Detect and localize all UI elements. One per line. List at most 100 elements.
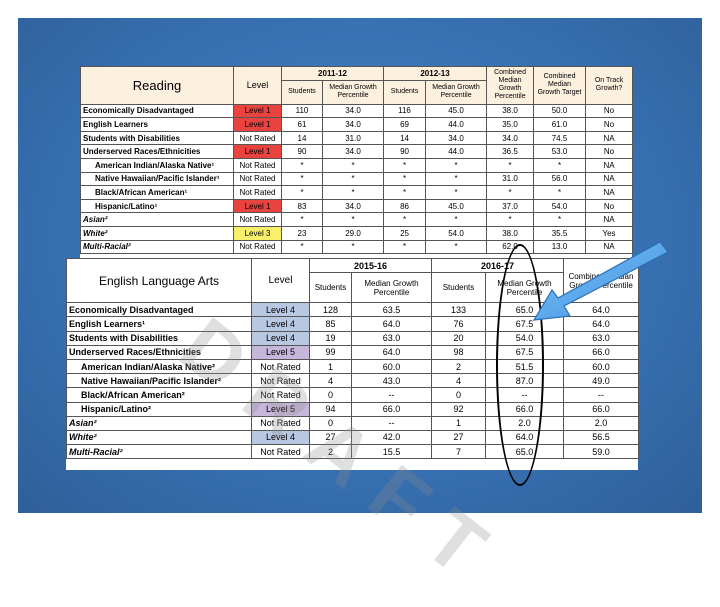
ela-cell-comb: 63.0 — [563, 330, 639, 346]
reading-cell-cmgp: 38.0 — [486, 225, 535, 241]
reading-table-row: Black/African American¹ Not Rated * * * * * * NA — [80, 185, 634, 200]
reading-cell-s2: 25 — [383, 225, 427, 241]
ela-table-row: Students with Disabilities Level 4 19 63.0 2… — [66, 330, 639, 346]
reading-cell-cmgp: * — [486, 212, 535, 227]
reading-cell-track: No — [585, 198, 634, 214]
ela-row-label: White² — [66, 429, 252, 446]
reading-cell-track: NA — [585, 171, 634, 187]
ela-table-row: Black/African American² Not Rated 0 -- 0 -- -- — [66, 387, 639, 403]
ela-cell-s1: 85 — [309, 316, 352, 332]
ela-row-label: Black/African American² — [66, 387, 252, 403]
reading-cell-m2: 45.0 — [425, 198, 488, 214]
reading-cell-m2: * — [425, 157, 488, 173]
ela-cell-s2: 92 — [431, 401, 486, 417]
reading-cell-s1: 110 — [281, 103, 323, 119]
ela-cell-comb: 49.0 — [563, 373, 639, 389]
reading-cell-s1: * — [281, 157, 323, 173]
reading-row-level: Level 1 — [233, 198, 282, 214]
ela-cell-s2: 4 — [431, 373, 486, 389]
reading-cell-target: 50.0 — [533, 103, 587, 119]
reading-cell-target: 54.0 — [533, 198, 587, 214]
reading-cell-m2: 44.0 — [425, 144, 488, 159]
ela-table-row: Asian² Not Rated 0 -- 1 2.0 2.0 — [66, 415, 639, 431]
reading-cell-s2: * — [383, 212, 427, 227]
reading-table-row: American Indian/Alaska Native¹ Not Rated *… — [80, 157, 634, 173]
reading-row-label: Asian² — [80, 212, 234, 227]
ela-cell-s1: 94 — [309, 401, 352, 417]
reading-cell-cmgp: 31.0 — [486, 171, 535, 187]
reading-students-header-2: Students — [383, 79, 427, 105]
reading-table-row: Hispanic/Latino¹ Level 1 83 34.0 86 45.0 37.0 5… — [80, 198, 634, 214]
reading-row-level: Not Rated — [233, 185, 282, 200]
reading-cell-target: 74.5 — [533, 130, 587, 146]
ela-cell-s2: 133 — [431, 302, 486, 318]
ela-cell-m1: 43.0 — [351, 373, 432, 389]
reading-cell-track: No — [585, 103, 634, 119]
reading-cell-cmgp: 34.0 — [486, 130, 535, 146]
reading-on-track-header: On Track Growth? — [585, 66, 634, 105]
ela-table-row: Multi-Racial² Not Rated 2 15.5 7 65.0 59.0 — [66, 444, 639, 460]
ela-cell-m1: 42.0 — [351, 429, 432, 446]
ela-row-level: Not Rated — [251, 415, 310, 431]
reading-cell-s2: * — [383, 171, 427, 187]
ela-cell-s2: 76 — [431, 316, 486, 332]
reading-cell-s2: 69 — [383, 117, 427, 132]
ela-cell-m1: 15.5 — [351, 444, 432, 460]
reading-cell-m2: 34.0 — [425, 130, 488, 146]
reading-combined-mgp-header: Combined Median Growth Percentile — [486, 66, 535, 105]
reading-row-level: Level 3 — [233, 225, 282, 241]
reading-cell-s1: 61 — [281, 117, 323, 132]
ela-cell-s1: 27 — [309, 429, 352, 446]
reading-row-level: Not Rated — [233, 212, 282, 227]
ela-row-level: Level 5 — [251, 344, 310, 360]
reading-row-level: Level 1 — [233, 103, 282, 119]
reading-level-header: Level — [233, 66, 282, 105]
reading-row-label: Hispanic/Latino¹ — [80, 198, 234, 214]
ela-cell-s2: 27 — [431, 429, 486, 446]
reading-row-level: Not Rated — [233, 130, 282, 146]
ela-row-level: Level 4 — [251, 330, 310, 346]
reading-cell-cmgp: 38.0 — [486, 103, 535, 119]
reading-cell-s2: * — [383, 157, 427, 173]
ela-table-row: White² Level 4 27 42.0 27 64.0 56.5 — [66, 429, 639, 446]
ela-row-label: American Indian/Alaska Native² — [66, 358, 252, 375]
ela-table-row: American Indian/Alaska Native² Not Rated 1… — [66, 358, 639, 375]
ela-cell-comb: 66.0 — [563, 401, 639, 417]
reading-mgp-header-1: Median Growth Percentile — [321, 79, 385, 105]
reading-cell-cmgp: * — [486, 157, 535, 173]
reading-table-row: Asian² Not Rated * * * * * * NA — [80, 212, 634, 227]
reading-row-label: Native Hawaiian/Pacific Islander¹ — [80, 171, 234, 187]
reading-cell-track: NA — [585, 212, 634, 227]
reading-cell-track: NA — [585, 185, 634, 200]
ela-cell-s1: 19 — [309, 330, 352, 346]
reading-table-row: Native Hawaiian/Pacific Islander¹ Not Rat… — [80, 171, 634, 187]
reading-cell-s2: 86 — [383, 198, 427, 214]
ela-students-header-1: Students — [309, 272, 352, 304]
ela-row-level: Level 4 — [251, 302, 310, 318]
ela-cell-s1: 2 — [309, 444, 352, 460]
ela-cell-s1: 0 — [309, 387, 352, 403]
ela-cell-s1: 4 — [309, 373, 352, 389]
reading-cell-m2: * — [425, 185, 488, 200]
reading-row-level: Level 1 — [233, 144, 282, 159]
ela-row-label: Hispanic/Latino² — [66, 401, 252, 417]
ela-cell-comb: 66.0 — [563, 344, 639, 360]
reading-mgp-header-2: Median Growth Percentile — [425, 79, 488, 105]
reading-row-level: Not Rated — [233, 239, 282, 255]
ela-table-row: English Learners¹ Level 4 85 64.0 76 67.5 64.0 — [66, 316, 639, 332]
reading-table: Reading Level 2011-12 2012-13 Combined M… — [80, 66, 634, 255]
reading-row-level: Not Rated — [233, 171, 282, 187]
reading-row-level: Level 1 — [233, 117, 282, 132]
ela-mgp-header-1: Median Growth Percentile — [351, 272, 432, 304]
reading-cell-m1: * — [321, 157, 385, 173]
reading-cell-m1: 31.0 — [321, 130, 385, 146]
ela-cell-m1: -- — [351, 387, 432, 403]
reading-cell-m1: * — [321, 212, 385, 227]
ela-cell-comb: 2.0 — [563, 415, 639, 431]
ela-cell-comb: -- — [563, 387, 639, 403]
reading-table-row: Economically Disadvantaged Level 1 110 34.0… — [80, 103, 634, 119]
reading-row-label: Multi-Racial² — [80, 239, 234, 255]
ela-cell-m1: 63.5 — [351, 302, 432, 318]
ela-students-header-2: Students — [431, 272, 486, 304]
reading-cell-s2: 90 — [383, 144, 427, 159]
